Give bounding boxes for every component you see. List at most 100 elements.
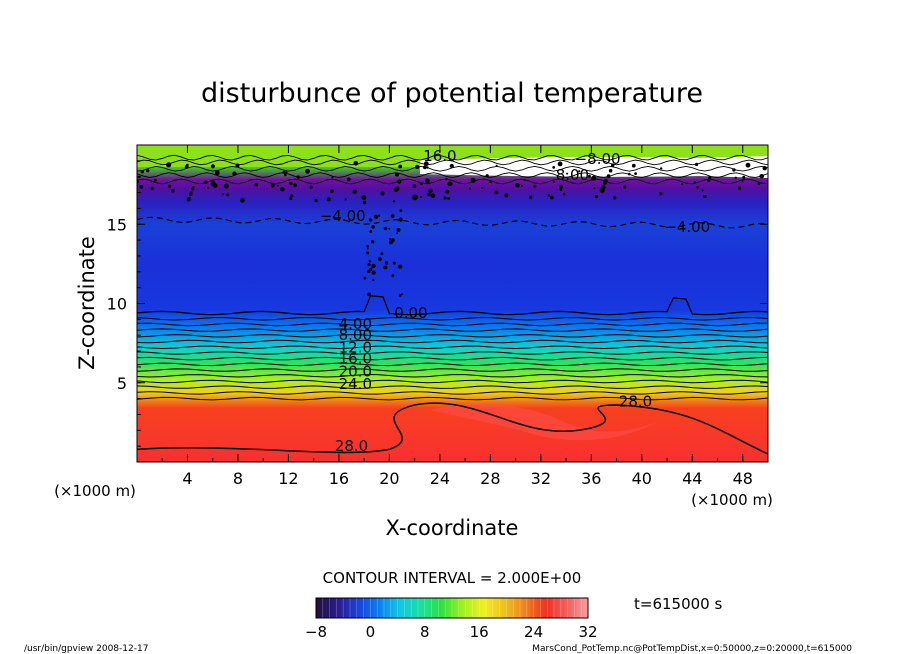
noise-dot [293,183,298,187]
contour-line [137,356,768,361]
noise-dot [611,163,615,167]
noise-dot [693,181,697,185]
x-tick-label: 16 [329,469,349,488]
noise-dot [738,186,742,190]
contour-label: 8.00 [556,166,589,184]
noise-dot [254,182,259,187]
noise-dot [557,161,563,167]
noise-dot [423,165,427,170]
noise-dot [760,174,764,177]
noise-dot [226,193,230,197]
contour-label: 20.0 [339,362,372,380]
noise-dot [363,276,367,280]
noise-dot [552,180,556,183]
noise-dot [270,183,275,188]
noise-dot [384,261,389,265]
y-tick-label: 15 [107,215,127,234]
noise-dot [660,167,663,170]
noise-dot [399,209,403,212]
noise-dot [139,184,144,189]
noise-dot [373,214,379,219]
noise-dot [448,181,453,186]
noise-dot [588,174,591,178]
noise-dot [707,178,711,183]
noise-dot [696,186,699,189]
noise-dot [285,171,288,174]
noise-dot [372,278,375,281]
x-tick-label: 12 [278,469,298,488]
noise-dots [137,161,767,297]
noise-dot [533,184,537,188]
noise-dot [204,180,208,184]
noise-dot [420,182,423,186]
noise-dot [415,164,420,170]
contour-label: 28.0 [335,437,368,455]
noise-dot [470,177,476,183]
noise-dot [390,214,395,219]
noise-dot [367,292,372,297]
x-tick-label: 8 [233,469,243,488]
noise-dot [613,196,617,200]
chart-title: disturbunce of potential temperature [201,78,703,109]
y-tick-label: 10 [107,295,127,314]
contour-lines [137,154,768,455]
noise-dot [367,263,371,267]
colorbar: −8 0 8 16 24 32 [305,597,598,641]
colorbar-tick-label: 16 [470,623,489,641]
colorbar-fill [316,598,588,618]
y-axis-label: Z-coordinate [75,236,99,370]
plot-area [137,145,768,462]
noise-dot [578,170,581,173]
contour-line [137,374,768,378]
noise-dot [223,183,229,189]
contour-line [137,345,768,350]
noise-dot [330,189,334,193]
noise-dot [210,164,215,169]
noise-dot [485,174,489,178]
contour-line-top [137,172,768,178]
noise-dot [331,176,334,179]
noise-dot [594,194,599,199]
noise-dot [188,196,191,200]
noise-dot [443,196,447,200]
contour-label: 16.0 [339,350,372,368]
noise-dot [284,173,287,177]
noise-dot [397,179,402,184]
noise-dot [398,264,403,269]
noise-dot [481,186,484,190]
contour-label: 16.0 [423,147,456,165]
noise-dot [396,232,399,235]
noise-dot [566,172,569,175]
noise-dot [550,195,554,200]
noise-dot [398,164,403,169]
noise-dot [396,227,401,232]
noise-dot [495,164,498,167]
contour-interval-label: CONTOUR INTERVAL = 2.000E+00 [323,569,582,587]
colorbar-tick-label: 32 [578,623,597,641]
noise-dot [140,170,144,174]
x-axis-label: X-coordinate [386,516,519,540]
colorbar-tick-label: 0 [366,623,376,641]
x-unit-label-right: (×1000 m) [691,491,773,509]
contour-line [137,385,768,389]
noise-dot [282,170,286,174]
noise-dot [600,185,606,191]
noise-dot [368,218,373,222]
noise-dot [309,185,313,189]
contour-line [137,322,768,327]
noise-dot [392,200,396,203]
noise-dot [371,263,376,268]
noise-dot [235,163,240,168]
footer-left: /usr/bin/gpview 2008-12-17 [24,644,148,654]
noise-dot [398,294,402,297]
noise-dot [631,163,636,168]
x-tick-label: 24 [430,469,450,488]
x-tick-label: 20 [379,469,399,488]
noise-dot [426,166,429,169]
noise-dot [240,198,245,203]
noise-dot [392,261,396,265]
noise-dot [591,175,597,181]
colorbar-tick-label: 24 [524,623,543,641]
noise-dot [445,177,448,181]
noise-dot [520,184,524,187]
